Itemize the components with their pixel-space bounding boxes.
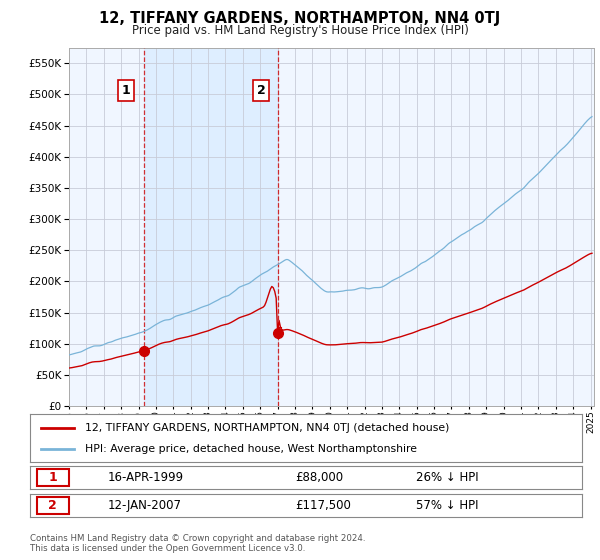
Text: 12, TIFFANY GARDENS, NORTHAMPTON, NN4 0TJ: 12, TIFFANY GARDENS, NORTHAMPTON, NN4 0T… — [100, 11, 500, 26]
Text: 1: 1 — [48, 471, 57, 484]
Text: 12-JAN-2007: 12-JAN-2007 — [107, 499, 181, 512]
Text: 16-APR-1999: 16-APR-1999 — [107, 471, 184, 484]
Text: Contains HM Land Registry data © Crown copyright and database right 2024.
This d: Contains HM Land Registry data © Crown c… — [30, 534, 365, 553]
Text: 1: 1 — [122, 84, 131, 97]
Text: £88,000: £88,000 — [295, 471, 343, 484]
Text: 2: 2 — [257, 84, 265, 97]
Bar — [143, 48, 278, 406]
Text: Price paid vs. HM Land Registry's House Price Index (HPI): Price paid vs. HM Land Registry's House … — [131, 24, 469, 36]
Text: HPI: Average price, detached house, West Northamptonshire: HPI: Average price, detached house, West… — [85, 444, 417, 454]
Text: 12, TIFFANY GARDENS, NORTHAMPTON, NN4 0TJ (detached house): 12, TIFFANY GARDENS, NORTHAMPTON, NN4 0T… — [85, 423, 449, 433]
Text: 57% ↓ HPI: 57% ↓ HPI — [416, 499, 479, 512]
Text: £117,500: £117,500 — [295, 499, 351, 512]
Text: 2: 2 — [48, 499, 57, 512]
Bar — [37, 497, 68, 514]
Text: 26% ↓ HPI: 26% ↓ HPI — [416, 471, 479, 484]
Bar — [37, 469, 68, 486]
